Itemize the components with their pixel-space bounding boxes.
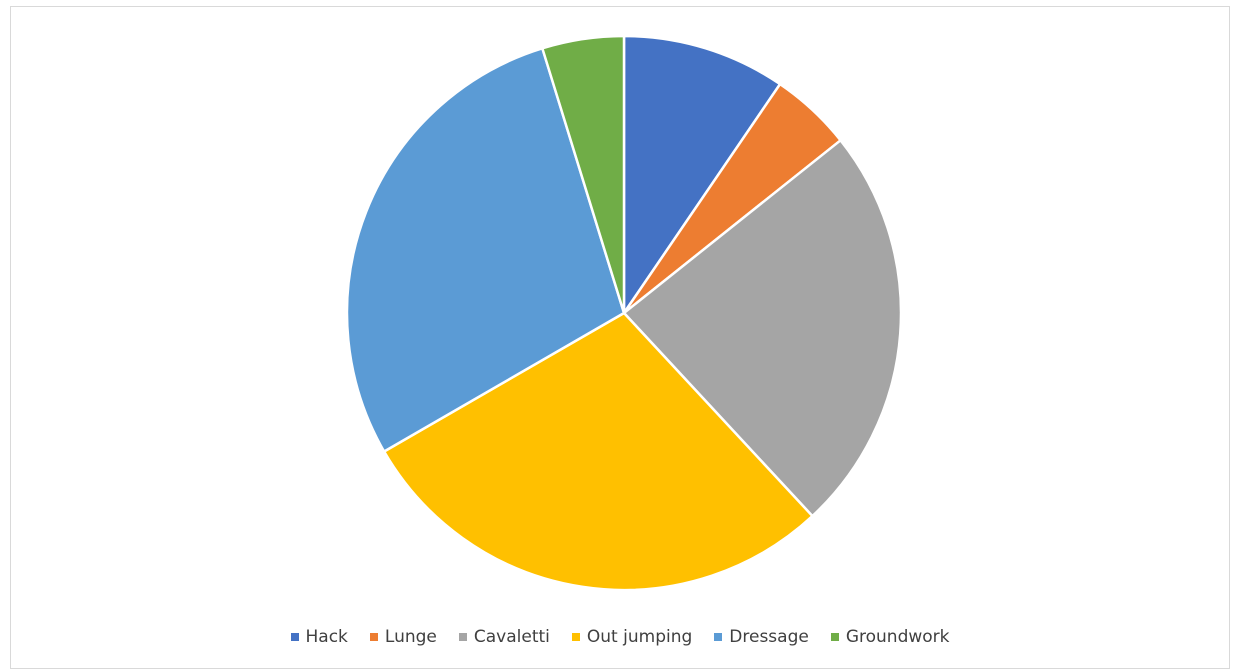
legend-label-cavaletti: Cavaletti [473,627,550,647]
pie-slice-dressage [345,47,626,453]
legend-label-hack: Hack [305,627,348,647]
pie-slice-hack [622,34,782,315]
pie-chart [345,34,903,592]
legend-label-lunge: Lunge [384,627,437,647]
pie-slice-cavaletti [622,139,903,518]
legend: Hack Lunge Cavaletti Out jumping Dressage Gro… [11,627,1229,647]
legend-item-groundwork: Groundwork [830,627,950,647]
legend-item-cavaletti: Cavaletti [458,627,550,647]
legend-label-groundwork: Groundwork [845,627,950,647]
legend-swatch-dressage [714,633,723,641]
legend-item-lunge: Lunge [369,627,437,647]
legend-item-dressage: Dressage [714,627,809,647]
legend-item-out-jumping: Out jumping [571,627,693,647]
legend-swatch-out-jumping [571,633,580,641]
legend-item-hack: Hack [290,627,348,647]
chart-area: Hack Lunge Cavaletti Out jumping Dressage Gro… [10,6,1230,669]
legend-swatch-groundwork [830,633,839,641]
pie-slice-groundwork [541,34,626,315]
legend-swatch-hack [290,633,299,641]
legend-swatch-cavaletti [458,633,467,641]
legend-label-dressage: Dressage [729,627,809,647]
pie-slice-out-jumping [382,311,814,592]
legend-swatch-lunge [369,633,378,641]
legend-label-out-jumping: Out jumping [586,627,693,647]
